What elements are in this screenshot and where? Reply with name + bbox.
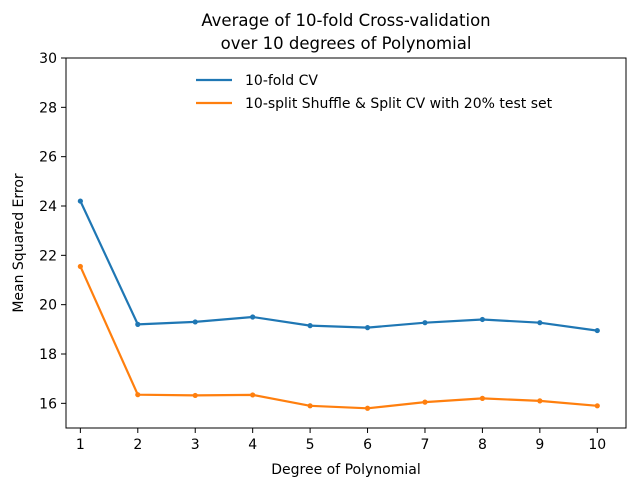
- y-tick-label: 22: [39, 248, 57, 264]
- data-point-series-1: [537, 398, 543, 404]
- data-point-series-1: [250, 392, 256, 398]
- x-tick-label: 3: [191, 437, 200, 453]
- y-axis-label: Mean Squared Error: [11, 173, 27, 313]
- chart-title-line-1: Average of 10-fold Cross-validation: [201, 11, 490, 30]
- x-tick-label: 4: [248, 437, 257, 453]
- plot-content: [77, 198, 600, 411]
- x-axis-label: Degree of Polynomial: [271, 462, 420, 478]
- x-tick-label: 7: [421, 437, 430, 453]
- x-axis: 1 2 3 4 5 6 7 8 9 10: [76, 428, 606, 453]
- data-point-series-0: [364, 325, 371, 331]
- data-point-series-0: [594, 327, 600, 334]
- chart-title-line-2: over 10 degrees of Polynomial: [221, 34, 472, 53]
- y-tick-label: 18: [39, 347, 57, 363]
- data-point-series-0: [307, 323, 313, 329]
- legend: 10-fold CV 10-split Shuffle & Split CV w…: [196, 73, 553, 112]
- data-point-series-0: [135, 321, 141, 327]
- legend-label-10-fold-cv: 10-fold CV: [245, 73, 318, 89]
- x-tick-label: 6: [363, 437, 372, 453]
- data-point-series-1: [479, 395, 486, 401]
- x-tick-label: 10: [588, 437, 606, 453]
- data-point-series-0: [537, 320, 543, 326]
- data-point-series-0: [192, 319, 198, 325]
- data-point-series-1: [77, 263, 83, 270]
- data-point-series-0: [422, 320, 428, 326]
- data-point-series-0: [250, 314, 256, 320]
- y-tick-label: 16: [39, 396, 57, 412]
- x-tick-label: 1: [76, 437, 85, 453]
- series-line-0: [79, 200, 598, 332]
- data-point-series-1: [364, 405, 371, 411]
- data-point-series-1: [422, 399, 428, 405]
- data-point-series-0: [77, 198, 83, 204]
- data-point-series-1: [594, 403, 600, 409]
- y-tick-label: 28: [39, 100, 57, 116]
- x-tick-label: 8: [478, 437, 487, 453]
- data-point-series-0: [479, 316, 486, 323]
- y-tick-label: 20: [39, 298, 57, 314]
- y-axis: 16 18 20 22 24 26 28 30: [39, 51, 66, 412]
- y-tick-label: 26: [39, 150, 57, 166]
- x-tick-label: 9: [535, 437, 544, 453]
- series-line-1: [79, 265, 598, 410]
- x-tick-label: 2: [133, 437, 142, 453]
- plot-frame: [65, 57, 627, 429]
- y-tick-label: 30: [39, 51, 57, 67]
- y-tick-label: 24: [39, 199, 57, 215]
- data-point-series-1: [135, 392, 141, 398]
- legend-label-shuffle-split-cv: 10-split Shuffle & Split CV with 20% tes…: [245, 96, 553, 112]
- x-tick-label: 5: [306, 437, 315, 453]
- data-point-series-1: [307, 403, 313, 409]
- data-point-series-1: [192, 392, 198, 399]
